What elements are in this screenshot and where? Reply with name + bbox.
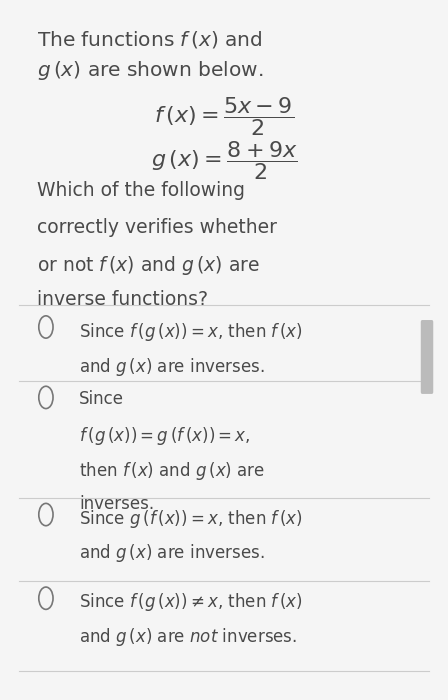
Text: $f\,(g\,(x)) = g\,(f\,(x)) = x$,: $f\,(g\,(x)) = g\,(f\,(x)) = x$,: [79, 426, 251, 447]
Text: Which of the following: Which of the following: [37, 181, 245, 200]
Text: Since $f\,(g\,(x)) = x$, then $f\,(x)$: Since $f\,(g\,(x)) = x$, then $f\,(x)$: [79, 321, 303, 343]
Text: inverses.: inverses.: [79, 495, 155, 513]
Text: $g\,(x)$ are shown below.: $g\,(x)$ are shown below.: [37, 59, 263, 82]
Text: The functions $f\,(x)$ and: The functions $f\,(x)$ and: [37, 29, 262, 50]
Text: Since: Since: [79, 391, 124, 408]
Text: or not $f\,(x)$ and $g\,(x)$ are: or not $f\,(x)$ and $g\,(x)$ are: [37, 254, 260, 276]
Text: $g\,(x) = \dfrac{8+9x}{2}$: $g\,(x) = \dfrac{8+9x}{2}$: [151, 139, 297, 182]
Text: Since $f\,(g\,(x)) \neq x$, then $f\,(x)$: Since $f\,(g\,(x)) \neq x$, then $f\,(x)…: [79, 592, 303, 613]
Text: and $g\,(x)$ are inverses.: and $g\,(x)$ are inverses.: [79, 542, 265, 564]
Text: then $f\,(x)$ and $g\,(x)$ are: then $f\,(x)$ and $g\,(x)$ are: [79, 460, 265, 482]
Text: correctly verifies whether: correctly verifies whether: [37, 218, 277, 237]
Text: and $g\,(x)$ are $\mathit{not}$ inverses.: and $g\,(x)$ are $\mathit{not}$ inverses…: [79, 626, 297, 648]
Text: Since $g\,(f\,(x)) = x$, then $f\,(x)$: Since $g\,(f\,(x)) = x$, then $f\,(x)$: [79, 508, 303, 530]
Text: inverse functions?: inverse functions?: [37, 290, 208, 309]
Text: $f\,(x) = \dfrac{5x-9}{2}$: $f\,(x) = \dfrac{5x-9}{2}$: [154, 95, 294, 139]
Text: and $g\,(x)$ are inverses.: and $g\,(x)$ are inverses.: [79, 356, 265, 377]
FancyBboxPatch shape: [421, 320, 433, 394]
